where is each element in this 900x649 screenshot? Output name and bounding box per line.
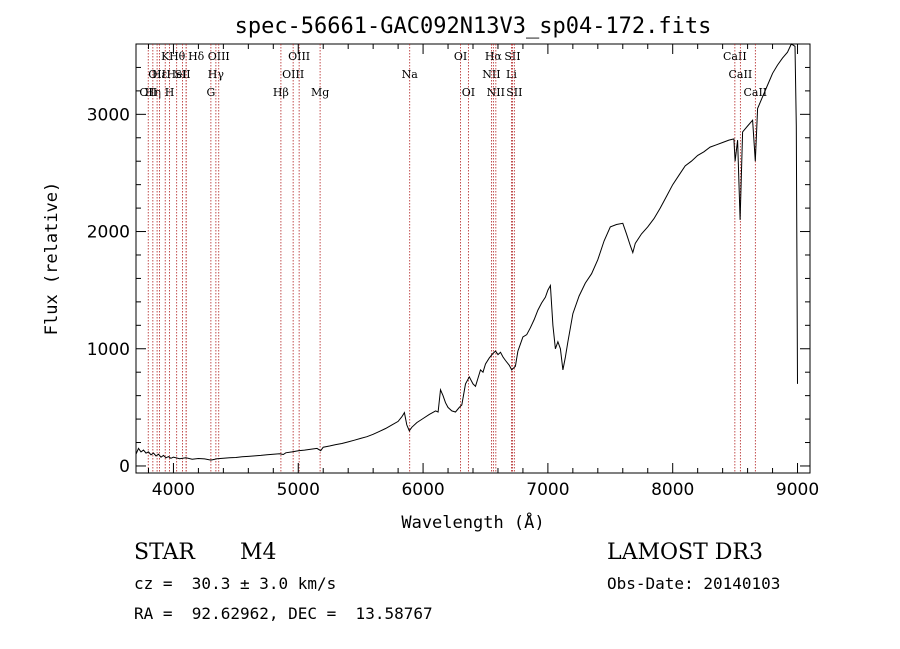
spectral-line-label: Hθ xyxy=(169,50,186,63)
spectral-line-label: G xyxy=(206,86,215,99)
y-tick-label: 3000 xyxy=(87,105,130,125)
spectral-line-label: NII xyxy=(482,68,500,81)
spectral-line-label: Hγ xyxy=(208,68,225,81)
spectral-line-label: Mg xyxy=(311,86,329,99)
chart-title: spec-56661-GAC092N13V3_sp04-172.fits xyxy=(235,14,712,39)
spectral-line-label: CaII xyxy=(743,86,767,99)
spectral-line-label: OIII xyxy=(208,50,230,63)
spectral-line-label: H xyxy=(165,86,175,99)
spectral-line-label: OIII xyxy=(282,68,304,81)
spectral-line-label: Na xyxy=(402,68,419,81)
y-tick-label: 0 xyxy=(119,457,130,477)
y-tick-label: 2000 xyxy=(87,223,130,243)
spectral-line-label: OIII xyxy=(288,50,310,63)
spectral-line-label: OI xyxy=(462,86,475,99)
spectral-line-label: CaII xyxy=(723,50,747,63)
obs-date: Obs-Date: 20140103 xyxy=(607,574,781,593)
x-tick-label: 8000 xyxy=(651,480,694,500)
x-tick-label: 9000 xyxy=(776,480,819,500)
spectral-line-label: OI xyxy=(454,50,467,63)
y-axis-label: Flux (relative) xyxy=(42,182,62,336)
spectrum-line xyxy=(135,43,798,461)
spectral-line-label: K xyxy=(161,50,170,63)
spectral-line-label: Hβ xyxy=(273,86,289,99)
spectral-line-label: Hη xyxy=(145,86,161,99)
x-axis-label: Wavelength (Å) xyxy=(401,511,544,533)
spectral-line-label: SII xyxy=(506,86,522,99)
spectral-line-label: HeI xyxy=(166,68,186,81)
spectral-line-label: Hδ xyxy=(188,50,205,63)
spectral-line-label: CaII xyxy=(729,68,753,81)
spectral-line-label: Hε xyxy=(152,68,168,81)
data-release: LAMOST DR3 xyxy=(607,540,763,565)
plot-frame xyxy=(135,43,811,474)
spectral-line-label: SII xyxy=(174,68,190,81)
spectral-line-label: Li xyxy=(506,68,517,81)
x-tick-label: 7000 xyxy=(526,480,569,500)
redshift-label: cz = 30.3 ± 3.0 km/s xyxy=(134,574,337,593)
x-tick-label: 4000 xyxy=(152,480,195,500)
x-tick-label: 5000 xyxy=(277,480,320,500)
spectral-line-label: SII xyxy=(504,50,520,63)
object-class: STAR xyxy=(134,540,195,565)
object-subclass: M4 xyxy=(240,540,277,565)
spectral-line-label: Hα xyxy=(485,50,503,63)
y-tick-label: 1000 xyxy=(87,340,130,360)
coordinates: RA = 92.62962, DEC = 13.58767 xyxy=(134,604,433,623)
spectral-line-label: OII xyxy=(148,68,166,81)
spectral-line-label: NII xyxy=(487,86,505,99)
x-tick-label: 6000 xyxy=(401,480,444,500)
